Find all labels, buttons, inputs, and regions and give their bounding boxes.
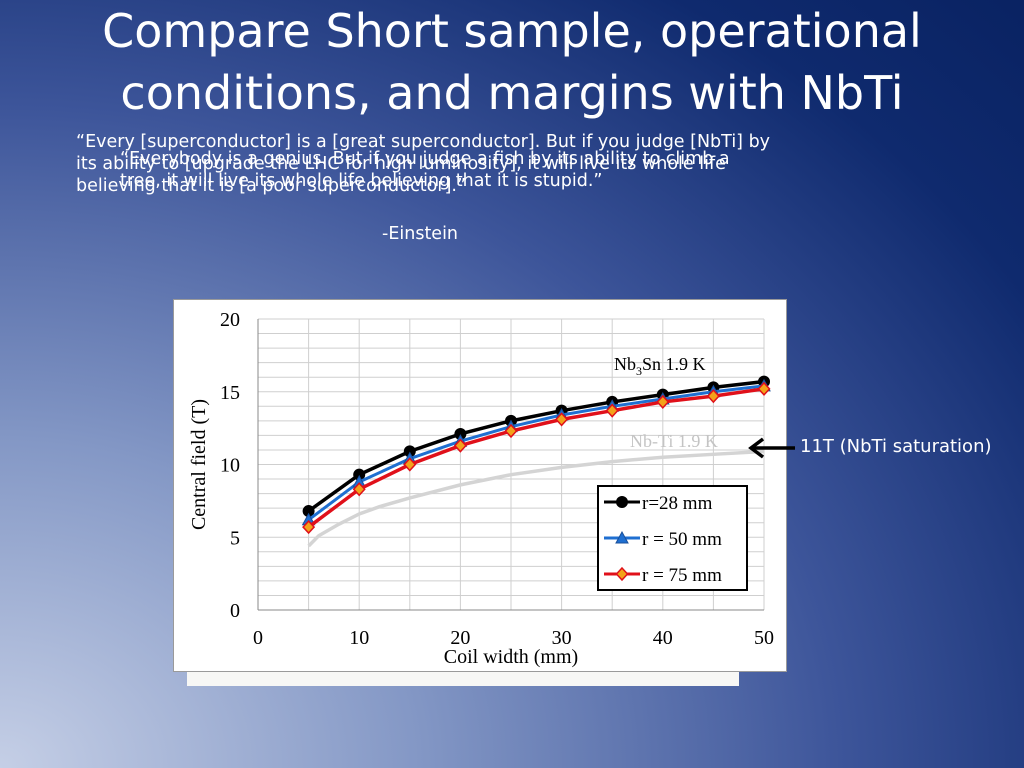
legend-label: r = 50 mm bbox=[642, 529, 722, 550]
x-tick-label: 10 bbox=[349, 627, 369, 649]
legend-swatch-marker bbox=[616, 496, 628, 508]
quote-superconductor-line-3: believing that it is [a poor superconduc… bbox=[76, 176, 467, 196]
slide-title: Compare Short sample, operational condit… bbox=[0, 0, 1024, 124]
data-point bbox=[656, 394, 670, 410]
legend-swatch-marker bbox=[615, 530, 629, 544]
left-arrow-icon bbox=[748, 437, 795, 459]
y-tick-label: 10 bbox=[220, 455, 240, 477]
x-axis-label: Coil width (mm) bbox=[444, 646, 578, 668]
data-point bbox=[302, 519, 316, 535]
series-line bbox=[307, 384, 765, 521]
x-tick-label: 20 bbox=[450, 627, 470, 649]
nbti-annotation: Nb-Ti 1.9 K bbox=[630, 431, 718, 451]
quote-superconductor: “Every [superconductor] is a [great supe… bbox=[76, 131, 770, 197]
x-tick-label: 0 bbox=[253, 627, 263, 649]
title-line-2: conditions, and margins with NbTi bbox=[120, 66, 904, 120]
quote-superconductor-line-1: “Every [superconductor] is a [great supe… bbox=[76, 132, 771, 152]
data-point bbox=[757, 381, 771, 396]
legend: r=28 mm r = 50 mm r = 75 mm bbox=[597, 485, 748, 591]
central-field-chart: 0 5 10 15 20 0 10 20 30 40 50 Coil width (mm) Centra… bbox=[188, 309, 774, 668]
quote-einstein: “Everybody is a genius. But if you judge… bbox=[120, 148, 730, 192]
title-line-1: Compare Short sample, operational bbox=[102, 4, 922, 58]
nb3sn-annotation: Nb3Sn 1.9 K bbox=[614, 354, 706, 378]
legend-swatch-marker bbox=[615, 566, 629, 582]
nbti-curve bbox=[307, 449, 765, 548]
nbti-saturation-label: 11T (NbTi saturation) bbox=[800, 436, 992, 457]
data-point bbox=[504, 423, 518, 439]
data-point bbox=[453, 438, 467, 453]
data-point bbox=[706, 389, 720, 404]
y-tick-label: 20 bbox=[220, 309, 240, 331]
data-point bbox=[403, 457, 417, 472]
chart-container: 0 5 10 15 20 0 10 20 30 40 50 Coil width (mm) Centra… bbox=[173, 299, 787, 672]
data-point bbox=[605, 403, 619, 418]
x-tick-label: 30 bbox=[552, 627, 572, 649]
legend-label: r=28 mm bbox=[642, 493, 713, 514]
y-tick-label: 0 bbox=[230, 600, 240, 622]
x-tick-label: 50 bbox=[754, 627, 774, 649]
series-line bbox=[307, 387, 765, 529]
legend-label: r = 75 mm bbox=[642, 565, 722, 586]
series-line bbox=[307, 379, 765, 513]
quote-einstein-line-1: “Everybody is a genius. But if you judge… bbox=[120, 149, 730, 169]
x-tick-label: 40 bbox=[653, 627, 673, 649]
quote-einstein-line-2: tree, it will live its whole life believ… bbox=[120, 171, 603, 191]
data-point bbox=[555, 412, 569, 427]
quote-superconductor-line-2: its ability to [upgrade the LHC for high… bbox=[76, 154, 726, 174]
series-r75 bbox=[302, 381, 771, 535]
y-axis-label: Central field (T) bbox=[188, 399, 210, 530]
quote-author: -Einstein bbox=[382, 224, 459, 244]
y-tick-label: 15 bbox=[220, 382, 240, 404]
y-tick-label: 5 bbox=[230, 527, 240, 549]
data-point bbox=[352, 482, 366, 497]
